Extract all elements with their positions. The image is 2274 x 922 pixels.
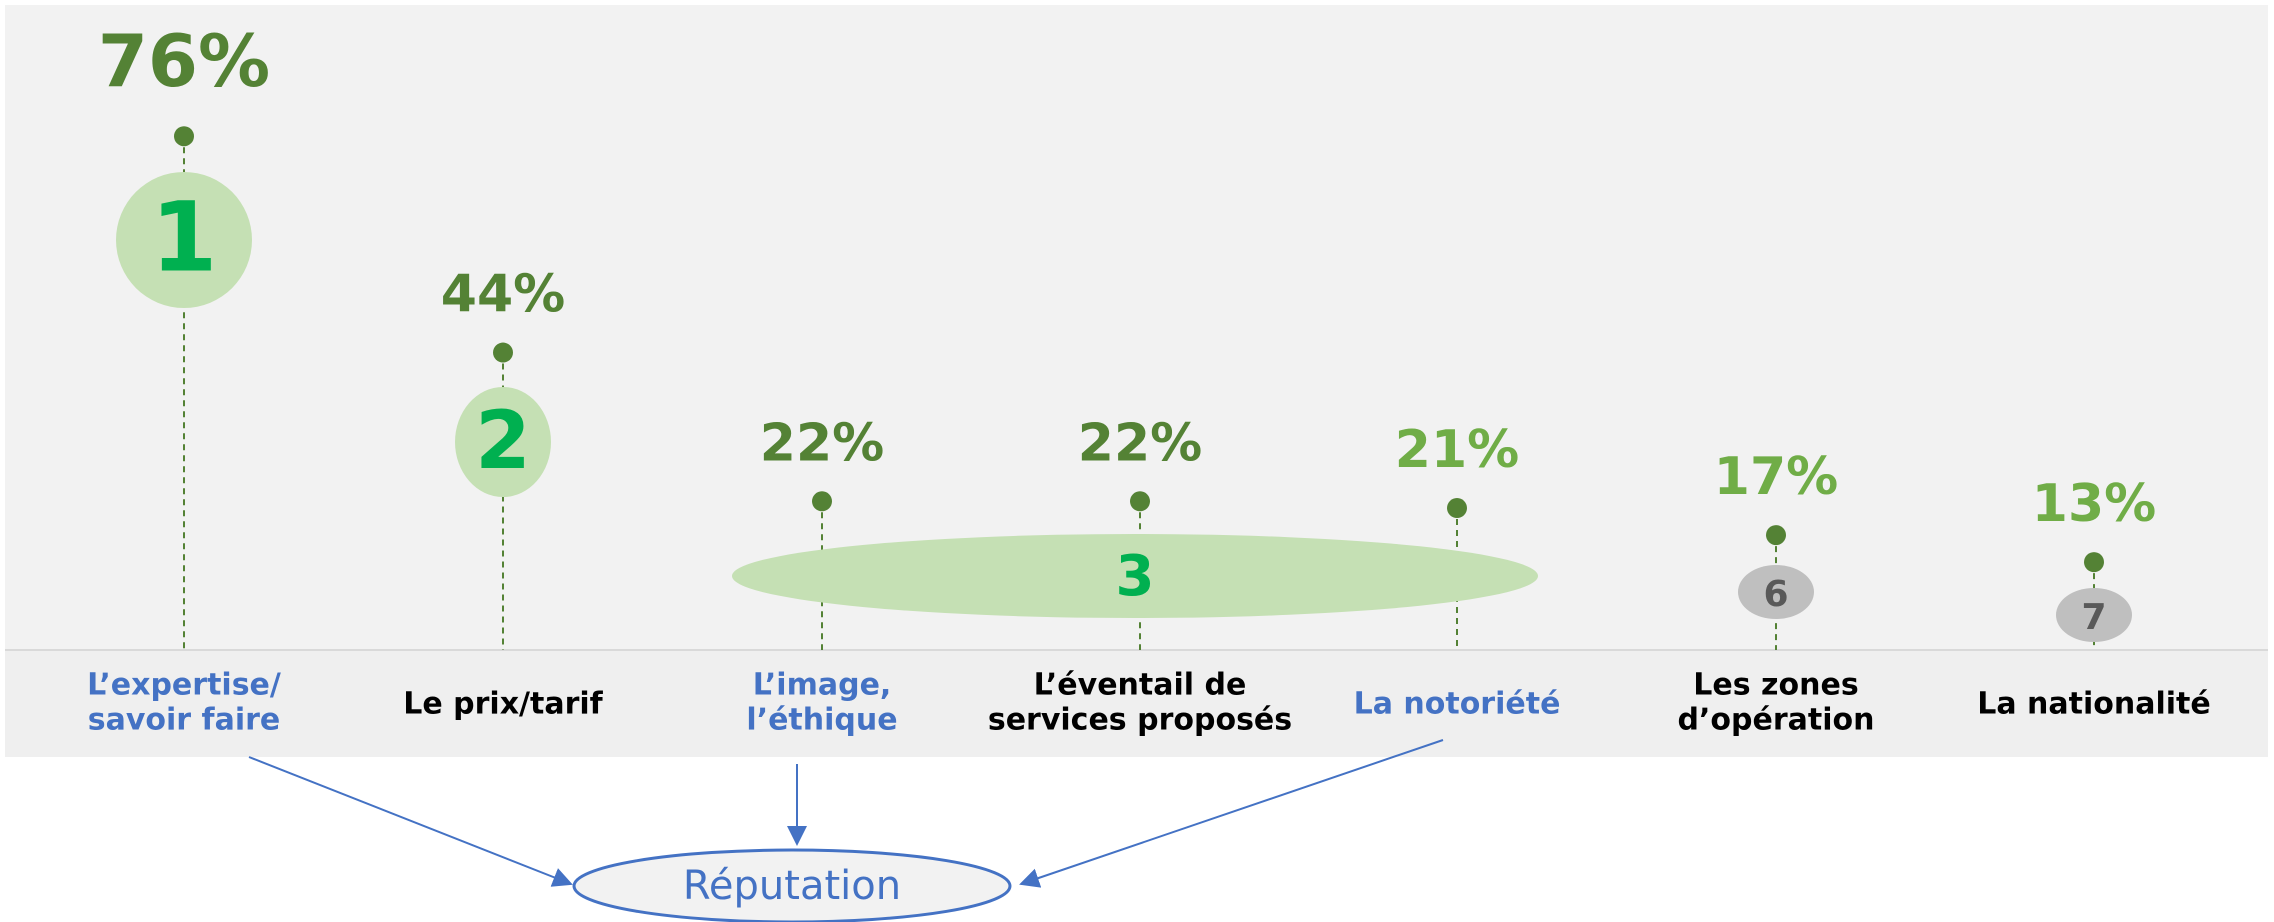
panel [5, 5, 2268, 757]
rank-badge [732, 534, 1538, 618]
annotation-ellipse [572, 848, 1012, 922]
label-band [5, 650, 2268, 757]
value-label: 13% [2032, 474, 2156, 534]
category-label: savoir faire [88, 703, 281, 738]
category-label: l’éthique [746, 703, 897, 738]
rank-badge [2056, 588, 2132, 642]
annotation: Réputation [683, 863, 901, 909]
dot [174, 126, 194, 147]
dot [1766, 525, 1786, 546]
dot [2084, 552, 2104, 573]
dot [1130, 491, 1150, 512]
value-label: 21% [1395, 420, 1519, 480]
rank-badge [455, 387, 551, 497]
rank-label: 1 [151, 181, 218, 293]
value-label: 22% [760, 413, 884, 473]
value-label: 76% [98, 19, 270, 103]
category-label: La nationalité [1977, 687, 2211, 722]
category-label: L’image, [753, 668, 892, 703]
category-label: Les zones [1693, 668, 1858, 703]
value-label: 44% [441, 265, 565, 325]
rank-label: 2 [475, 394, 531, 487]
rank-label: 7 [2081, 597, 2106, 638]
dot [812, 491, 832, 512]
category-label: d’opération [1678, 703, 1875, 738]
arrow [248, 756, 573, 887]
rank-label: 3 [1116, 544, 1155, 609]
dot [1447, 498, 1467, 519]
category-label: L’éventail de [1034, 668, 1247, 703]
rank-badge [116, 172, 252, 308]
arrow [1019, 739, 1444, 888]
rank-label: 6 [1763, 574, 1788, 615]
category-label: L’expertise/ [87, 668, 281, 703]
category-label: Le prix/tarif [403, 687, 603, 722]
category-label: services proposés [988, 703, 1292, 738]
value-label: 22% [1078, 413, 1202, 473]
value-label: 17% [1714, 447, 1838, 507]
category-label: La notoriété [1354, 687, 1561, 722]
dot [493, 342, 513, 363]
rank-badge [1738, 565, 1814, 619]
